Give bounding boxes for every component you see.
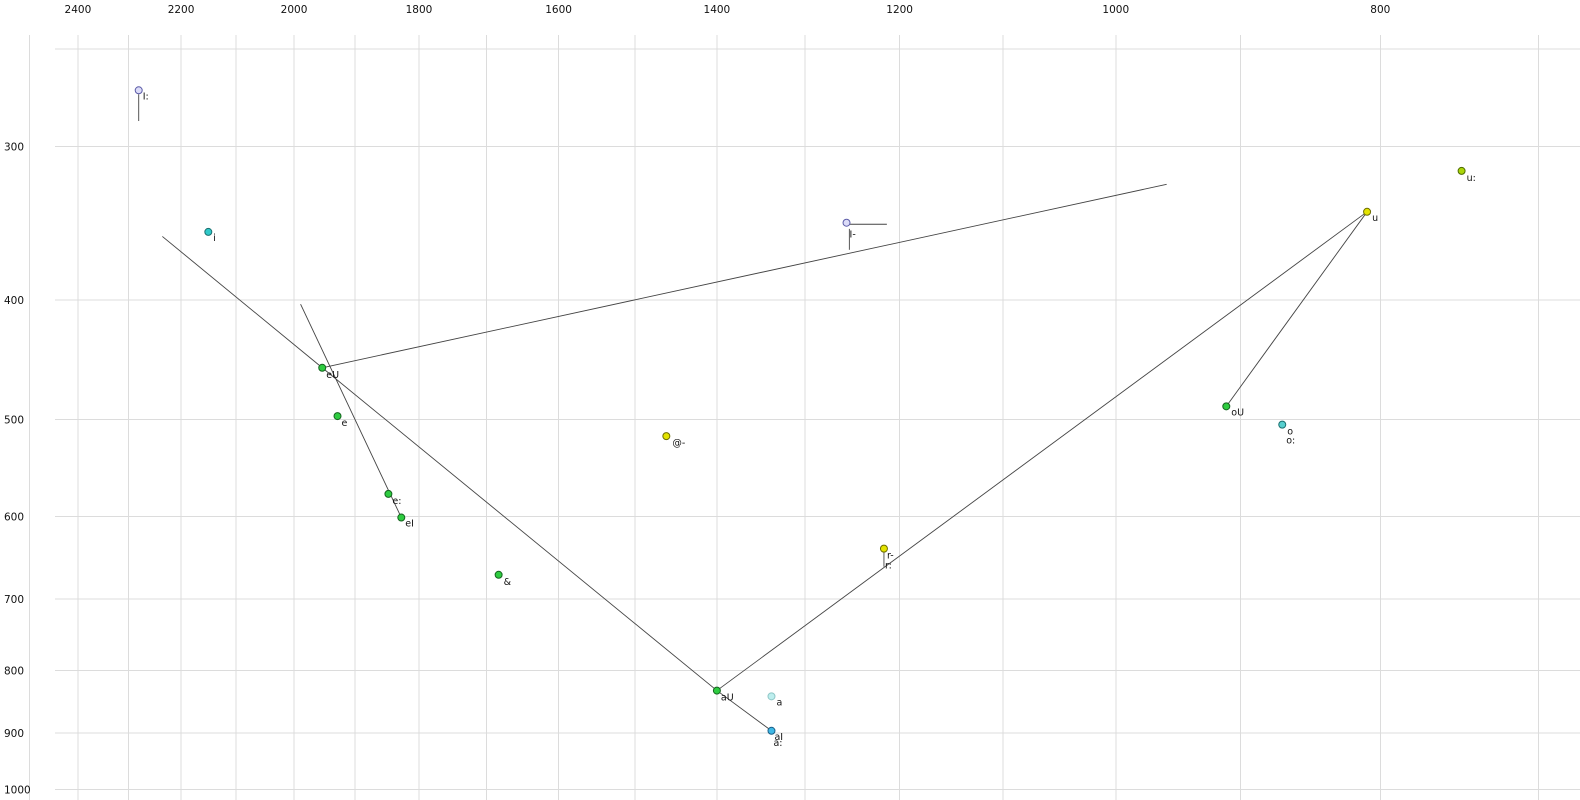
x-tick-label: 1000	[1102, 4, 1129, 16]
point-label-i: i	[213, 233, 216, 244]
x-tick-label: 2400	[65, 4, 92, 16]
trajectory-line	[162, 236, 323, 369]
x-tick-label: 2000	[281, 4, 308, 16]
data-point-e-long	[384, 489, 393, 498]
point-label-ai: a:	[773, 738, 782, 749]
point-label-i-long: I:	[143, 91, 149, 102]
data-point-schwa	[662, 432, 671, 441]
x-tick-label: 1200	[886, 4, 913, 16]
point-label-o-long: o:	[1286, 436, 1295, 447]
point-label-ei: eI	[405, 519, 414, 530]
data-point-r	[879, 544, 888, 553]
y-tick-label: 1000	[4, 784, 31, 796]
point-label-i-bar: I-	[850, 230, 856, 241]
data-point-eu	[318, 363, 327, 372]
y-tick-label: 700	[4, 594, 24, 606]
trajectory-lines	[138, 94, 1368, 732]
trajectory-line	[322, 183, 1167, 369]
point-label-r: r:	[885, 561, 892, 572]
point-label-e-long: e:	[392, 496, 401, 507]
trajectory-line	[716, 690, 772, 732]
point-label-au: aU	[721, 693, 734, 704]
gridlines	[29, 35, 1580, 800]
point-label-o-long: o	[1287, 427, 1293, 438]
data-point-ash	[494, 570, 503, 579]
y-tick-label: 500	[4, 414, 24, 426]
point-label-a: a	[776, 697, 782, 708]
x-tick-label: 800	[1370, 4, 1390, 16]
data-point-i-long	[134, 86, 143, 95]
data-point-i-bar	[842, 218, 851, 227]
point-label-eu: eU	[326, 370, 339, 381]
point-label-u: u	[1372, 213, 1378, 224]
data-point-u-long	[1457, 166, 1466, 175]
data-point-o-long	[1278, 420, 1287, 429]
point-label-schwa: @-	[672, 438, 685, 449]
point-label-ai: aI	[774, 732, 783, 743]
y-tick-label: 300	[4, 142, 24, 154]
data-point-i	[204, 227, 213, 236]
data-point-ei	[397, 513, 406, 522]
data-points: I: i u: u I-eU e @- e: eI oU oo: r-r: & aU a aIa:	[134, 86, 1476, 749]
x-tick-label: 1600	[545, 4, 572, 16]
axis-tick-labels: 2400 2200 2000 1800 1600 1400 1200 1000 800 300 40…	[4, 4, 1390, 796]
data-point-au	[712, 686, 721, 695]
y-tick-label: 900	[4, 728, 24, 740]
x-tick-label: 2200	[168, 4, 195, 16]
data-point-e	[333, 412, 342, 421]
trajectory-line	[716, 211, 1368, 691]
data-point-ou	[1222, 402, 1231, 411]
point-label-e: e	[342, 418, 348, 429]
data-point-a	[767, 692, 776, 701]
data-point-ai	[767, 726, 776, 735]
data-point-u	[1363, 207, 1372, 216]
x-tick-label: 1800	[406, 4, 433, 16]
point-label-u-long: u:	[1467, 173, 1476, 184]
y-tick-label: 600	[4, 512, 24, 524]
trajectory-line	[300, 303, 402, 518]
point-label-ou: oU	[1231, 407, 1244, 418]
point-label-ash: &	[504, 577, 512, 588]
x-tick-label: 1400	[704, 4, 731, 16]
point-label-r: r-	[887, 551, 894, 562]
y-tick-label: 800	[4, 665, 24, 677]
trajectory-line	[1225, 211, 1368, 407]
y-tick-label: 400	[4, 295, 24, 307]
trajectory-line	[321, 367, 718, 691]
